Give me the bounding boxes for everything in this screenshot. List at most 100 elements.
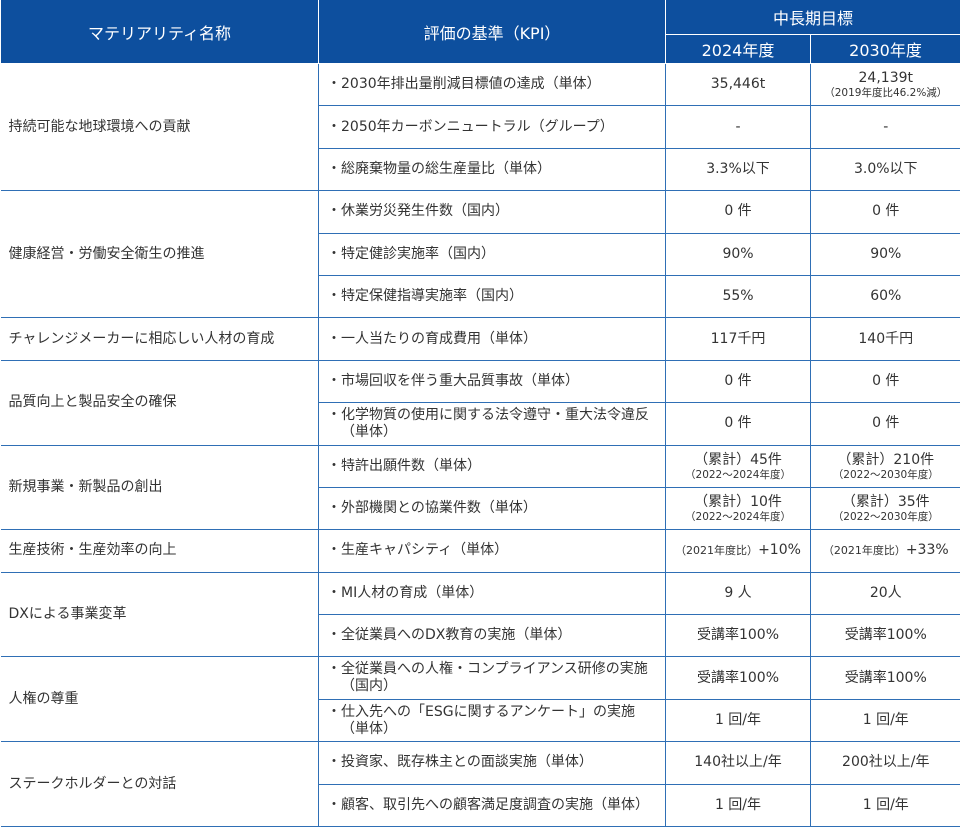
target-y2030: 24,139t（2019年度比46.2%減） bbox=[811, 64, 960, 106]
kpi-text: ・MI人材の育成（単体） bbox=[319, 572, 666, 614]
target-y2030: 1 回/年 bbox=[811, 784, 960, 826]
target-value: 1 回/年 bbox=[715, 797, 761, 813]
target-y2024: 0 件 bbox=[666, 360, 811, 402]
target-value: 24,139t bbox=[859, 70, 913, 86]
materiality-name: DXによる事業変革 bbox=[1, 572, 319, 657]
kpi-text: ・休業労災発生件数（国内） bbox=[319, 191, 666, 233]
target-y2030: 1 回/年 bbox=[811, 699, 960, 741]
kpi-text: ・外部機関との協業件数（単体） bbox=[319, 487, 666, 529]
target-value: （累計）10件 bbox=[694, 494, 782, 510]
target-value: 受講率100% bbox=[845, 670, 927, 686]
target-y2030: 0 件 bbox=[811, 360, 960, 402]
target-y2024: 1 回/年 bbox=[666, 784, 811, 826]
target-value: 受講率100% bbox=[845, 627, 927, 643]
target-y2024: - bbox=[666, 106, 811, 148]
target-y2030: 3.0%以下 bbox=[811, 148, 960, 190]
target-value: （累計）35件 bbox=[842, 494, 930, 510]
kpi-text: ・市場回収を伴う重大品質事故（単体） bbox=[319, 360, 666, 402]
kpi-text: ・総廃棄物量の総生産量比（単体） bbox=[319, 148, 666, 190]
target-y2024: 117千円 bbox=[666, 318, 811, 360]
kpi-text: ・全従業員へのDX教育の実施（単体） bbox=[319, 615, 666, 657]
kpi-text: ・顧客、取引先への顧客満足度調査の実施（単体） bbox=[319, 784, 666, 826]
target-value: +10% bbox=[758, 542, 801, 558]
target-y2030: 受講率100% bbox=[811, 657, 960, 699]
target-value: （累計）45件 bbox=[694, 452, 782, 468]
kpi-text: ・化学物質の使用に関する法令遵守・重大法令違反（単体） bbox=[319, 403, 666, 445]
target-y2030: 90% bbox=[811, 233, 960, 275]
target-y2024: 90% bbox=[666, 233, 811, 275]
target-value: 140社以上/年 bbox=[694, 754, 781, 770]
target-value: 1 回/年 bbox=[863, 797, 909, 813]
target-value: 0 件 bbox=[872, 415, 899, 431]
target-value: 0 件 bbox=[724, 203, 751, 219]
header-materiality-name: マテリアリティ名称 bbox=[1, 0, 319, 64]
target-value: 90% bbox=[870, 246, 901, 262]
target-note: （2022～2030年度） bbox=[811, 469, 960, 481]
target-note: （2022～2024年度） bbox=[666, 511, 810, 523]
target-value: 140千円 bbox=[858, 331, 913, 347]
target-value: 受講率100% bbox=[697, 627, 779, 643]
header-2024: 2024年度 bbox=[666, 35, 811, 64]
table-row: 人権の尊重・全従業員への人権・コンプライアンス研修の実施（国内）受講率100%受… bbox=[1, 657, 960, 699]
kpi-text: ・2050年カーボンニュートラル（グループ） bbox=[319, 106, 666, 148]
kpi-text: ・全従業員への人権・コンプライアンス研修の実施（国内） bbox=[319, 657, 666, 699]
target-y2024: 0 件 bbox=[666, 403, 811, 445]
target-note: （2022～2024年度） bbox=[666, 469, 810, 481]
materiality-name: 持続可能な地球環境への貢献 bbox=[1, 64, 319, 191]
target-value: 55% bbox=[722, 288, 753, 304]
materiality-name: ステークホルダーとの対話 bbox=[1, 742, 319, 827]
target-value: 9 人 bbox=[724, 585, 751, 601]
target-y2030: （2021年度比）+33% bbox=[811, 530, 960, 572]
target-note: （2022～2030年度） bbox=[811, 511, 960, 523]
target-y2024: 140社以上/年 bbox=[666, 742, 811, 784]
target-value: 0 件 bbox=[872, 203, 899, 219]
target-y2030: - bbox=[811, 106, 960, 148]
kpi-text: ・2030年排出量削減目標値の達成（単体） bbox=[319, 64, 666, 106]
materiality-name: チャレンジメーカーに相応しい人材の育成 bbox=[1, 318, 319, 360]
kpi-text: ・仕入先への「ESGに関するアンケート」の実施（単体） bbox=[319, 699, 666, 741]
target-value: 受講率100% bbox=[697, 670, 779, 686]
target-value: 1 回/年 bbox=[863, 712, 909, 728]
table-row: 持続可能な地球環境への貢献・2030年排出量削減目標値の達成（単体）35,446… bbox=[1, 64, 960, 106]
header-2030: 2030年度 bbox=[811, 35, 960, 64]
target-value: 60% bbox=[870, 288, 901, 304]
table-row: 新規事業・新製品の創出・特許出願件数（単体）（累計）45件（2022～2024年… bbox=[1, 445, 960, 487]
target-y2024: 0 件 bbox=[666, 191, 811, 233]
materiality-name: 品質向上と製品安全の確保 bbox=[1, 360, 319, 445]
kpi-text: ・生産キャパシティ（単体） bbox=[319, 530, 666, 572]
materiality-name: 生産技術・生産効率の向上 bbox=[1, 530, 319, 572]
target-y2024: 55% bbox=[666, 275, 811, 317]
target-value: 0 件 bbox=[872, 373, 899, 389]
target-y2030: （累計）210件（2022～2030年度） bbox=[811, 445, 960, 487]
target-y2030: 受講率100% bbox=[811, 615, 960, 657]
target-value: 0 件 bbox=[724, 373, 751, 389]
target-value: - bbox=[735, 119, 740, 135]
target-value: 90% bbox=[722, 246, 753, 262]
target-note: （2019年度比46.2%減） bbox=[811, 87, 960, 99]
header-kpi: 評価の基準（KPI） bbox=[319, 0, 666, 64]
target-value: 200社以上/年 bbox=[842, 754, 929, 770]
materiality-name: 人権の尊重 bbox=[1, 657, 319, 742]
target-y2024: 1 回/年 bbox=[666, 699, 811, 741]
target-value: 0 件 bbox=[724, 415, 751, 431]
target-y2024: （累計）45件（2022～2024年度） bbox=[666, 445, 811, 487]
target-prefix: （2021年度比） bbox=[675, 544, 758, 557]
kpi-text: ・特定健診実施率（国内） bbox=[319, 233, 666, 275]
target-value: （累計）210件 bbox=[837, 452, 934, 468]
kpi-text: ・特許出願件数（単体） bbox=[319, 445, 666, 487]
target-y2030: 60% bbox=[811, 275, 960, 317]
header-mid-long-term-target: 中長期目標 bbox=[666, 0, 960, 35]
target-y2024: 35,446t bbox=[666, 64, 811, 106]
target-value: 20人 bbox=[870, 585, 902, 601]
target-value: 35,446t bbox=[711, 76, 765, 92]
target-value: 1 回/年 bbox=[715, 712, 761, 728]
kpi-text: ・特定保健指導実施率（国内） bbox=[319, 275, 666, 317]
target-y2030: 0 件 bbox=[811, 191, 960, 233]
target-y2030: 0 件 bbox=[811, 403, 960, 445]
